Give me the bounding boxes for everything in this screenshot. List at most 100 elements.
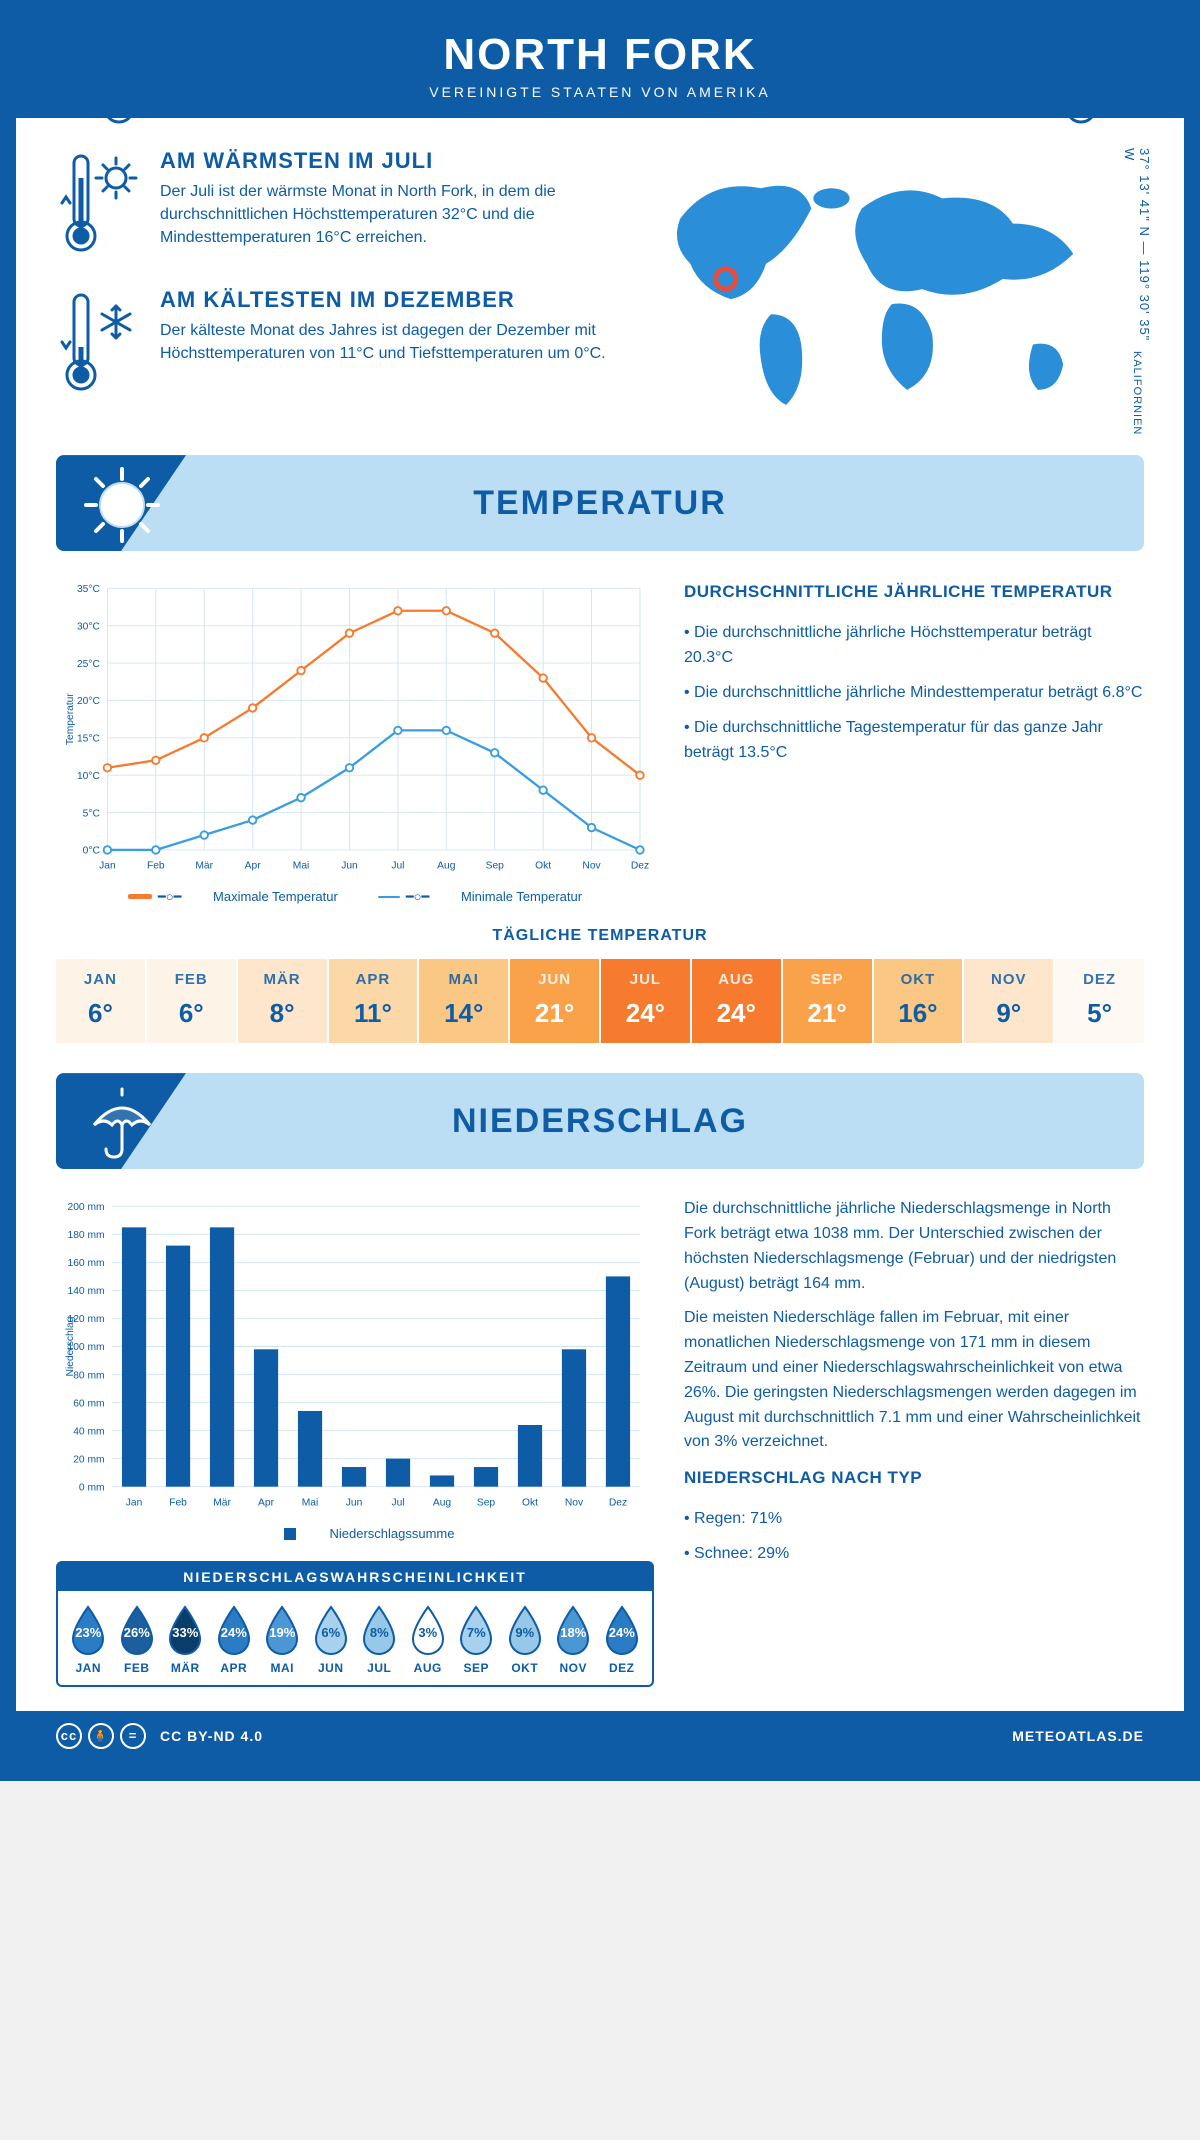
daily-temp-cell: FEB6° bbox=[147, 959, 236, 1043]
svg-text:Mai: Mai bbox=[302, 1497, 319, 1508]
svg-text:Okt: Okt bbox=[522, 1497, 538, 1508]
precip-prob-cell: 3% AUG bbox=[404, 1603, 453, 1675]
svg-text:Jun: Jun bbox=[346, 1497, 363, 1508]
svg-text:0°C: 0°C bbox=[83, 846, 101, 857]
daily-temp-cell: SEP21° bbox=[783, 959, 872, 1043]
svg-text:Sep: Sep bbox=[477, 1497, 496, 1508]
raindrop-icon: 33% bbox=[164, 1603, 206, 1655]
infographic-page: NORTH FORK VEREINIGTE STAATEN VON AMERIK… bbox=[0, 0, 1200, 1781]
warm-title: AM WÄRMSTEN IM JULI bbox=[160, 148, 610, 174]
svg-text:Okt: Okt bbox=[535, 861, 551, 872]
precipitation-probability-panel: NIEDERSCHLAGSWAHRSCHEINLICHKEIT 23% JAN … bbox=[56, 1561, 654, 1687]
svg-text:Jul: Jul bbox=[391, 861, 404, 872]
precip-prob-title: NIEDERSCHLAGSWAHRSCHEINLICHKEIT bbox=[58, 1563, 652, 1591]
warm-text: Der Juli ist der wärmste Monat in North … bbox=[160, 180, 610, 250]
raindrop-icon: 8% bbox=[358, 1603, 400, 1655]
world-map: 37° 13' 41" N — 119° 30' 35" W KALIFORNI… bbox=[640, 148, 1144, 435]
precip-para-2: Die meisten Niederschläge fallen im Febr… bbox=[684, 1306, 1144, 1455]
warm-blurb: AM WÄRMSTEN IM JULI Der Juli ist der wär… bbox=[56, 148, 610, 263]
precip-prob-cell: 9% OKT bbox=[501, 1603, 550, 1675]
coordinates-label: 37° 13' 41" N — 119° 30' 35" W KALIFORNI… bbox=[1122, 148, 1152, 435]
svg-text:30°C: 30°C bbox=[77, 622, 101, 633]
temp-desc-heading: DURCHSCHNITTLICHE JÄHRLICHE TEMPERATUR bbox=[684, 579, 1144, 605]
footer: cc 🧍 = CC BY-ND 4.0 METEOATLAS.DE bbox=[16, 1711, 1184, 1761]
daily-temp-cell: NOV9° bbox=[964, 959, 1053, 1043]
svg-text:Mär: Mär bbox=[213, 1497, 231, 1508]
precip-prob-cell: 24% APR bbox=[210, 1603, 259, 1675]
svg-text:160 mm: 160 mm bbox=[67, 1258, 104, 1269]
by-icon: 🧍 bbox=[88, 1723, 114, 1749]
svg-text:Mär: Mär bbox=[195, 861, 213, 872]
page-subtitle: VEREINIGTE STAATEN VON AMERIKA bbox=[16, 84, 1184, 100]
svg-text:Jul: Jul bbox=[391, 1497, 404, 1508]
daily-temp-cell: DEZ5° bbox=[1055, 959, 1144, 1043]
precip-prob-cell: 18% NOV bbox=[549, 1603, 598, 1675]
umbrella-icon bbox=[82, 1083, 162, 1163]
cold-title: AM KÄLTESTEN IM DEZEMBER bbox=[160, 287, 610, 313]
cold-text: Der kälteste Monat des Jahres ist dagege… bbox=[160, 319, 610, 365]
page-title: NORTH FORK bbox=[16, 30, 1184, 80]
temp-bullet: Die durchschnittliche Tagestemperatur fü… bbox=[684, 716, 1144, 766]
precip-prob-cell: 8% JUL bbox=[355, 1603, 404, 1675]
svg-text:Dez: Dez bbox=[609, 1497, 627, 1508]
svg-text:Jun: Jun bbox=[341, 861, 358, 872]
precip-type-bullet: Regen: 71% bbox=[684, 1507, 1144, 1532]
daily-temp-cell: JUL24° bbox=[601, 959, 690, 1043]
precipitation-legend: Niederschlagssumme bbox=[56, 1526, 654, 1541]
thermometer-sun-icon bbox=[56, 148, 142, 263]
precip-type-bullet: Schnee: 29% bbox=[684, 1542, 1144, 1567]
site-name: METEOATLAS.DE bbox=[1012, 1728, 1144, 1744]
svg-text:180 mm: 180 mm bbox=[67, 1230, 104, 1241]
precip-prob-cell: 19% MAI bbox=[258, 1603, 307, 1675]
daily-temp-cell: MAI14° bbox=[419, 959, 508, 1043]
svg-text:Nov: Nov bbox=[565, 1497, 584, 1508]
svg-text:Jan: Jan bbox=[126, 1497, 143, 1508]
precip-prob-cell: 6% JUN bbox=[307, 1603, 356, 1675]
svg-text:Temperatur: Temperatur bbox=[65, 693, 76, 746]
svg-text:Dez: Dez bbox=[631, 861, 649, 872]
raindrop-icon: 24% bbox=[213, 1603, 255, 1655]
svg-text:Apr: Apr bbox=[258, 1497, 275, 1508]
raindrop-icon: 26% bbox=[116, 1603, 158, 1655]
svg-text:Niederschlag: Niederschlag bbox=[65, 1316, 76, 1376]
daily-temperature-table: JAN6°FEB6°MÄR8°APR11°MAI14°JUN21°JUL24°A… bbox=[56, 959, 1144, 1043]
license-badge: cc 🧍 = CC BY-ND 4.0 bbox=[56, 1723, 263, 1749]
svg-text:Aug: Aug bbox=[437, 861, 456, 872]
thermometer-snow-icon bbox=[56, 287, 142, 402]
daily-temp-cell: JUN21° bbox=[510, 959, 599, 1043]
daily-temp-title: TÄGLICHE TEMPERATUR bbox=[56, 927, 1144, 945]
svg-text:Nov: Nov bbox=[582, 861, 601, 872]
svg-text:20°C: 20°C bbox=[77, 696, 101, 707]
svg-text:25°C: 25°C bbox=[77, 659, 101, 670]
precip-type-heading: NIEDERSCHLAG NACH TYP bbox=[684, 1465, 1144, 1491]
raindrop-icon: 7% bbox=[455, 1603, 497, 1655]
precip-prob-cell: 23% JAN bbox=[64, 1603, 113, 1675]
raindrop-icon: 19% bbox=[261, 1603, 303, 1655]
daily-temp-cell: OKT16° bbox=[874, 959, 963, 1043]
raindrop-icon: 24% bbox=[601, 1603, 643, 1655]
svg-text:140 mm: 140 mm bbox=[67, 1286, 104, 1297]
raindrop-icon: 23% bbox=[67, 1603, 109, 1655]
precip-prob-cell: 24% DEZ bbox=[598, 1603, 647, 1675]
svg-text:Feb: Feb bbox=[147, 861, 165, 872]
daily-temp-cell: AUG24° bbox=[692, 959, 781, 1043]
temperature-line-chart: 0°C5°C10°C15°C20°C25°C30°C35°CJanFebMärA… bbox=[56, 579, 654, 905]
precipitation-heading: NIEDERSCHLAG bbox=[452, 1102, 748, 1141]
svg-text:0 mm: 0 mm bbox=[79, 1483, 105, 1494]
cold-blurb: AM KÄLTESTEN IM DEZEMBER Der kälteste Mo… bbox=[56, 287, 610, 402]
temperature-heading: TEMPERATUR bbox=[473, 484, 727, 523]
temp-bullet: Die durchschnittliche jährliche Mindestt… bbox=[684, 681, 1144, 706]
svg-text:Mai: Mai bbox=[293, 861, 310, 872]
svg-text:Jan: Jan bbox=[99, 861, 116, 872]
raindrop-icon: 18% bbox=[552, 1603, 594, 1655]
svg-text:20 mm: 20 mm bbox=[73, 1454, 104, 1465]
svg-text:40 mm: 40 mm bbox=[73, 1426, 104, 1437]
temp-bullet: Die durchschnittliche jährliche Höchstte… bbox=[684, 621, 1144, 671]
nd-icon: = bbox=[120, 1723, 146, 1749]
svg-text:Aug: Aug bbox=[433, 1497, 452, 1508]
svg-text:60 mm: 60 mm bbox=[73, 1398, 104, 1409]
daily-temp-cell: JAN6° bbox=[56, 959, 145, 1043]
svg-text:Apr: Apr bbox=[245, 861, 262, 872]
daily-temp-cell: APR11° bbox=[329, 959, 418, 1043]
precipitation-description: Die durchschnittliche jährliche Niedersc… bbox=[684, 1197, 1144, 1687]
